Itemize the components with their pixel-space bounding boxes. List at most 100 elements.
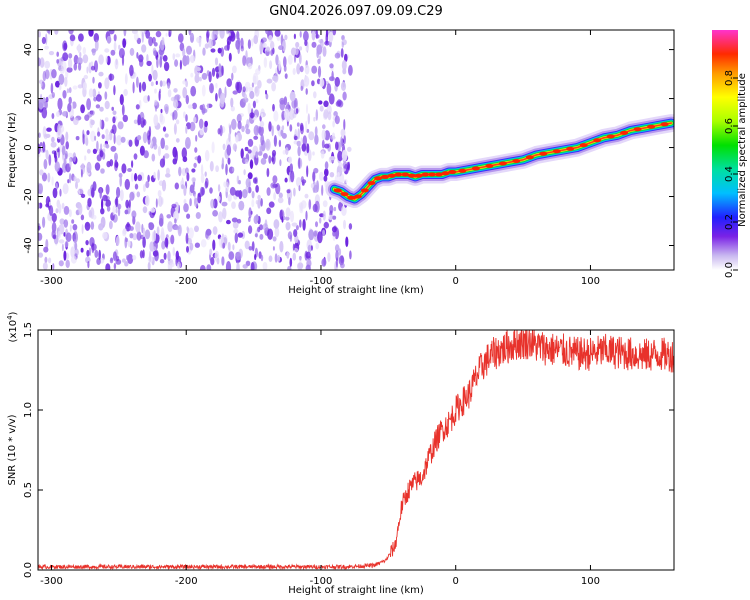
noise-speckle	[131, 210, 137, 219]
noise-speckle	[154, 99, 158, 106]
noise-speckle	[211, 67, 216, 77]
noise-speckle	[260, 198, 263, 207]
noise-speckle	[251, 82, 254, 88]
noise-speckle	[240, 148, 244, 159]
noise-speckle	[283, 215, 286, 221]
noise-speckle	[141, 44, 147, 53]
noise-speckle	[204, 171, 207, 177]
noise-speckle	[313, 91, 317, 99]
noise-speckle	[129, 226, 134, 231]
noise-speckle	[236, 262, 240, 270]
noise-speckle	[94, 135, 97, 141]
noise-speckle	[317, 58, 321, 65]
spectrogram-noise-region	[38, 30, 353, 270]
noise-speckle	[312, 171, 316, 182]
noise-speckle	[325, 32, 329, 45]
noise-speckle	[117, 121, 124, 130]
noise-speckle	[253, 124, 260, 136]
noise-speckle	[281, 125, 285, 131]
noise-speckle	[185, 125, 188, 134]
noise-speckle	[294, 135, 298, 141]
noise-speckle	[248, 207, 252, 219]
noise-speckle	[141, 81, 147, 92]
noise-speckle	[38, 132, 41, 138]
noise-speckle	[160, 137, 165, 149]
noise-speckle	[56, 111, 60, 118]
noise-speckle	[90, 119, 95, 126]
noise-speckle	[87, 197, 92, 208]
noise-speckle	[153, 50, 158, 57]
noise-speckle	[194, 242, 200, 248]
noise-speckle	[175, 250, 179, 261]
noise-speckle	[194, 73, 200, 84]
noise-speckle	[278, 192, 283, 199]
noise-speckle	[190, 85, 197, 97]
noise-speckle	[347, 146, 352, 152]
noise-speckle	[142, 184, 146, 192]
noise-speckle	[271, 125, 274, 137]
noise-speckle	[86, 148, 91, 154]
noise-speckle	[92, 214, 97, 220]
noise-speckle	[323, 221, 329, 229]
noise-speckle	[122, 228, 127, 235]
noise-speckle	[322, 210, 326, 221]
noise-speckle	[273, 192, 276, 201]
noise-speckle	[206, 31, 210, 43]
noise-speckle	[148, 73, 153, 82]
noise-speckle	[335, 141, 339, 151]
noise-speckle	[150, 139, 153, 149]
noise-speckle	[84, 134, 88, 146]
ridge-hotspot	[566, 146, 575, 151]
noise-speckle	[269, 60, 273, 70]
noise-speckle	[99, 257, 105, 264]
noise-speckle	[133, 119, 138, 125]
noise-speckle	[68, 53, 73, 59]
noise-speckle	[289, 124, 293, 132]
noise-speckle	[68, 209, 72, 218]
noise-speckle	[80, 168, 83, 178]
noise-speckle	[231, 72, 234, 81]
noise-speckle	[334, 52, 341, 59]
noise-speckle	[155, 198, 158, 208]
noise-speckle	[340, 255, 344, 264]
noise-speckle	[335, 257, 339, 268]
noise-speckle	[90, 221, 95, 230]
noise-speckle	[238, 180, 241, 185]
noise-speckle	[323, 109, 329, 119]
noise-speckle	[39, 57, 45, 68]
noise-speckle	[247, 138, 254, 147]
noise-speckle	[68, 30, 74, 35]
noise-speckle	[311, 30, 316, 41]
noise-speckle	[243, 169, 246, 176]
noise-speckle	[119, 94, 124, 106]
noise-speckle	[300, 124, 304, 135]
noise-speckle	[255, 99, 259, 104]
colorbar-ticks: 0.0 0.2 0.4 0.6 0.8	[724, 70, 738, 278]
noise-speckle	[50, 141, 57, 148]
noise-speckle	[226, 78, 232, 87]
noise-speckle	[51, 113, 55, 119]
spectrogram-frame	[37, 29, 675, 271]
noise-speckle	[99, 118, 102, 129]
noise-speckle	[65, 259, 70, 269]
ridge-hotspot	[471, 166, 480, 171]
noise-speckle	[221, 201, 228, 207]
noise-speckle	[100, 208, 105, 215]
noise-speckle	[141, 31, 144, 43]
noise-speckle	[194, 147, 198, 153]
noise-speckle	[228, 251, 235, 261]
ridge-hotspot	[498, 161, 507, 166]
noise-speckle	[92, 88, 97, 98]
noise-speckle	[327, 252, 331, 263]
noise-speckle	[201, 187, 205, 196]
noise-speckle	[96, 140, 99, 152]
noise-speckle	[88, 209, 93, 218]
noise-speckle	[164, 153, 170, 159]
noise-speckle	[80, 247, 84, 253]
noise-speckle	[69, 158, 72, 168]
noise-speckle	[320, 150, 325, 159]
noise-speckle	[175, 150, 179, 162]
noise-speckle	[100, 222, 104, 229]
noise-speckle	[291, 222, 298, 227]
noise-speckle	[340, 48, 344, 58]
